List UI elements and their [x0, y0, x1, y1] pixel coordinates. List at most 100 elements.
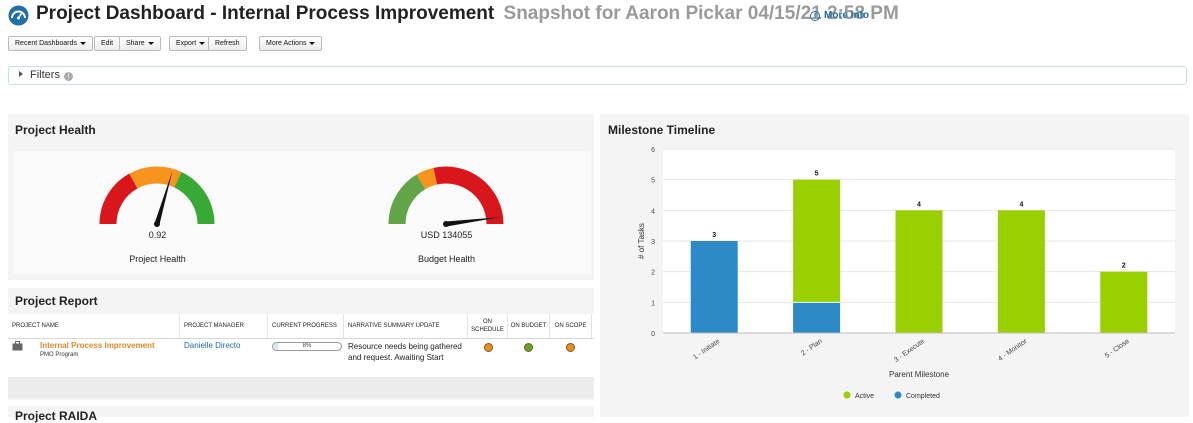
y-tick-label: 6	[651, 147, 655, 154]
x-tick-label: 3 - Execute	[893, 338, 926, 364]
project-health-gauge: 0.92 Project Health	[13, 151, 302, 274]
progress-fill	[273, 343, 279, 350]
y-tick-label: 0	[651, 331, 655, 338]
column-header[interactable]: NARRATIVE SUMMARY UPDATE	[344, 314, 468, 338]
budget-health-gauge: USD 134055 Budget Health	[302, 151, 591, 274]
x-tick-label: 4 - Monitor	[997, 338, 1029, 363]
page-header: Project Dashboard - Internal Process Imp…	[0, 0, 1193, 30]
progress-bar: 8%	[272, 342, 342, 351]
column-header[interactable]: ON SCOPE	[550, 314, 592, 338]
budget-health-gauge-chart	[388, 166, 504, 227]
bar-completed	[690, 241, 738, 333]
x-axis-label: Parent Milestone	[889, 370, 950, 379]
chevron-down-icon	[199, 41, 206, 45]
more-actions-button[interactable]: More Actions	[259, 36, 323, 51]
column-header[interactable]: ON SCHEDULE	[468, 314, 508, 338]
page-title: Project Dashboard - Internal Process Imp…	[36, 3, 899, 25]
gauge-needle	[445, 217, 501, 227]
legend-marker	[843, 391, 851, 399]
gauge-needle	[154, 171, 173, 225]
project-name-link[interactable]: Internal Process Improvement	[40, 341, 155, 350]
legend-marker	[894, 391, 902, 399]
bar-active	[1100, 271, 1148, 333]
project-health-value: 0.92	[148, 230, 167, 240]
on-scope-status	[566, 343, 575, 352]
y-tick-label: 2	[651, 270, 655, 277]
table-footer	[8, 377, 594, 398]
budget-health-label: Budget Health	[417, 254, 476, 264]
bar-completed	[793, 302, 841, 333]
legend-label: Completed	[906, 393, 940, 400]
column-header[interactable]: PROJECT NAME	[8, 314, 180, 338]
more-actions-label: More Actions	[266, 40, 307, 47]
refresh-label: Refresh	[215, 40, 240, 47]
column-header[interactable]: PROJECT MANAGER	[180, 314, 268, 338]
project-manager-link[interactable]: Danielle Directo	[184, 341, 241, 350]
more-info-link[interactable]: i More info	[810, 10, 869, 21]
chart-title: Milestone Timeline	[608, 123, 716, 137]
info-icon: i	[810, 10, 820, 21]
project-raida-panel	[8, 406, 594, 417]
bar-total-label: 4	[917, 201, 921, 208]
project-health-title: Project Health	[15, 123, 96, 137]
column-header[interactable]: ON BUDGET	[508, 314, 550, 338]
header-divider	[8, 338, 594, 339]
project-health-gauge-chart	[99, 166, 215, 227]
chevron-down-icon	[147, 41, 154, 45]
x-tick-label: 1 - Initiate	[692, 338, 721, 361]
y-tick-label: 3	[651, 239, 655, 246]
filters-label: Filters	[30, 69, 60, 81]
milestone-timeline-chart: 0 1 2 3 4 5 6 3 1 - Initiate 5 2 - Plan 4 3 - Execut…	[637, 147, 1175, 400]
share-button[interactable]: Share	[119, 36, 161, 51]
bar-total-label: 3	[712, 232, 716, 239]
chevron-down-icon	[309, 41, 316, 45]
more-info-label: More info	[824, 10, 869, 21]
filters-toggle[interactable]: Filters i	[8, 66, 1187, 85]
gauge-band	[173, 171, 215, 225]
recent-dashboards-button[interactable]: Recent Dashboards	[8, 36, 93, 51]
dashboard-logo-icon	[8, 5, 29, 26]
program-label: PMO Program	[40, 352, 79, 358]
bar-active	[793, 179, 841, 303]
progress-text: 8%	[302, 343, 312, 349]
export-button[interactable]: Export	[169, 36, 213, 51]
x-tick-label: 2 - Plan	[800, 338, 824, 358]
bar-total-label: 2	[1122, 263, 1126, 270]
recent-dashboards-label: Recent Dashboards	[15, 40, 77, 47]
gauge-band	[129, 166, 182, 189]
share-label: Share	[126, 40, 145, 47]
gauge-needle-hub	[443, 221, 449, 227]
edit-label: Edit	[101, 40, 114, 47]
column-header[interactable]: CURRENT PROGRESS	[268, 314, 344, 338]
project-report-title: Project Report	[15, 294, 98, 308]
project-raida-title: Project RAIDA	[15, 409, 98, 423]
y-tick-label: 4	[651, 208, 655, 215]
on-schedule-status	[484, 343, 493, 352]
project-health-label: Project Health	[129, 254, 186, 264]
dashboard-title: Project Dashboard - Internal Process Imp…	[36, 3, 495, 24]
x-tick-label: 5 - Close	[1104, 338, 1131, 360]
bar-total-label: 4	[1019, 201, 1023, 208]
y-tick-label: 5	[651, 178, 655, 185]
gauge-band	[416, 167, 438, 190]
narrative-summary: Resource needs being gathered and reques…	[348, 342, 462, 362]
y-tick-label: 1	[651, 300, 655, 307]
refresh-button[interactable]: Refresh	[208, 36, 247, 51]
budget-health-value: USD 134055	[420, 230, 473, 240]
export-label: Export	[176, 40, 197, 47]
bar-active	[997, 210, 1045, 333]
gauge-band	[433, 166, 504, 225]
project-report-table: PROJECT NAME PROJECT MANAGER CURRENT PRO…	[8, 314, 594, 398]
edit-button[interactable]: Edit	[94, 36, 121, 51]
bar-total-label: 5	[815, 171, 819, 178]
gauge-band	[99, 173, 138, 225]
on-budget-status	[524, 343, 533, 352]
y-axis-label: # of Tasks	[637, 223, 646, 259]
gauge-band	[388, 174, 426, 225]
legend-label: Active	[855, 393, 874, 400]
bar-active	[895, 210, 943, 333]
chevron-down-icon	[79, 41, 86, 45]
caret-right-icon	[19, 71, 23, 77]
gauge-needle-hub	[154, 221, 160, 227]
info-icon: i	[63, 72, 73, 81]
